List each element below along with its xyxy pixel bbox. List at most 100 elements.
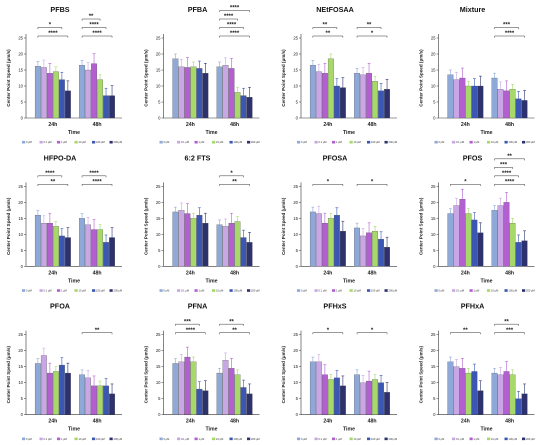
legend-label: 0 μM bbox=[26, 437, 32, 441]
y-tick-label: 25 bbox=[156, 36, 161, 41]
bar bbox=[190, 66, 197, 119]
y-tick-label: 20 bbox=[431, 200, 436, 205]
legend-label: 200 μM bbox=[526, 140, 535, 144]
bar bbox=[34, 363, 41, 415]
legend-swatch bbox=[74, 140, 78, 144]
x-axis-label: Time bbox=[343, 427, 355, 433]
y-tick-label: 10 bbox=[431, 84, 436, 89]
y-tick-label: 10 bbox=[293, 84, 298, 89]
legend-label: 1 μM bbox=[474, 437, 480, 441]
bar bbox=[246, 393, 253, 415]
y-axis-label: Center Point Speed (μm/s) bbox=[6, 197, 11, 255]
x-axis-label: Time bbox=[205, 130, 217, 136]
y-tick-label: 15 bbox=[18, 216, 23, 221]
y-tick-label: 0 bbox=[21, 264, 24, 269]
bar bbox=[515, 398, 522, 415]
legend-swatch bbox=[434, 437, 438, 441]
significance-label: ** bbox=[504, 319, 509, 325]
x-tick-label: 48h bbox=[368, 419, 377, 425]
legend-swatch bbox=[92, 289, 96, 292]
y-tick-label: 15 bbox=[18, 68, 23, 73]
y-tick-label: 15 bbox=[293, 364, 298, 369]
y-tick-label: 5 bbox=[158, 396, 161, 401]
legend-label: 0 μM bbox=[26, 289, 32, 293]
y-tick-label: 0 bbox=[296, 412, 299, 417]
legend-swatch bbox=[229, 289, 233, 292]
significance-label: **** bbox=[186, 328, 196, 334]
legend-swatch bbox=[384, 289, 388, 292]
legend-swatch bbox=[314, 437, 318, 441]
y-tick-label: 5 bbox=[433, 248, 436, 253]
bar bbox=[453, 366, 460, 415]
panel-title: HFPO-DA bbox=[44, 153, 77, 162]
legend-label: 100 μM bbox=[371, 289, 380, 293]
significance-label: * bbox=[371, 328, 374, 334]
y-axis-label: Center Point Speed (μm/s) bbox=[6, 345, 11, 403]
bar bbox=[360, 74, 366, 119]
bar bbox=[521, 100, 528, 119]
bar bbox=[491, 210, 498, 267]
legend-label: 0 μM bbox=[164, 140, 170, 144]
legend-swatch bbox=[522, 140, 526, 144]
legend-label: 0 μM bbox=[301, 289, 307, 293]
legend-swatch bbox=[504, 437, 508, 441]
legend-label: 0.1 μM bbox=[319, 437, 327, 441]
bar bbox=[64, 237, 71, 267]
panel-title: PFOS bbox=[463, 153, 483, 162]
legend-swatch bbox=[332, 437, 336, 441]
bar bbox=[459, 368, 466, 415]
bar bbox=[453, 79, 460, 119]
y-tick-label: 0 bbox=[158, 264, 161, 269]
y-axis-label: Center Point Speed (μm/s) bbox=[6, 49, 11, 107]
x-tick-label: 48h bbox=[230, 122, 239, 128]
legend-swatch bbox=[194, 140, 198, 144]
x-tick-label: 48h bbox=[505, 122, 514, 128]
legend-label: 100 μM bbox=[96, 437, 105, 441]
legend-swatch bbox=[332, 140, 336, 144]
y-tick-label: 5 bbox=[158, 248, 161, 253]
bar bbox=[46, 73, 53, 119]
x-tick-label: 48h bbox=[93, 122, 102, 128]
bar bbox=[222, 360, 229, 415]
legend-swatch bbox=[212, 289, 216, 292]
bar bbox=[315, 361, 322, 415]
x-tick-label: 24h bbox=[48, 419, 57, 425]
significance-label: * bbox=[49, 23, 52, 29]
legend-swatch bbox=[247, 437, 251, 441]
legend-label: 100 μM bbox=[234, 289, 243, 293]
bar bbox=[327, 58, 334, 119]
legend-swatch bbox=[384, 437, 388, 441]
bar bbox=[34, 66, 41, 119]
bar bbox=[378, 90, 384, 119]
y-tick-label: 0 bbox=[433, 412, 436, 417]
bar bbox=[246, 97, 253, 119]
legend-label: 200 μM bbox=[251, 140, 260, 144]
legend-swatch bbox=[469, 289, 473, 292]
legend-swatch bbox=[159, 289, 163, 292]
y-tick-label: 5 bbox=[296, 248, 299, 253]
bar bbox=[222, 65, 229, 119]
bar bbox=[321, 374, 328, 415]
y-tick-label: 15 bbox=[156, 216, 161, 221]
significance-label: **** bbox=[502, 171, 512, 177]
bar bbox=[360, 235, 366, 267]
bar bbox=[196, 68, 203, 119]
x-axis-label: Time bbox=[205, 427, 217, 433]
legend-label: 100 μM bbox=[96, 289, 105, 293]
significance-label: *** bbox=[500, 163, 508, 169]
y-tick-label: 20 bbox=[156, 348, 161, 353]
y-tick-label: 10 bbox=[18, 232, 23, 237]
legend-swatch bbox=[22, 437, 26, 441]
legend-label: 0.1 μM bbox=[456, 437, 464, 441]
x-axis-label: Time bbox=[68, 427, 80, 433]
y-tick-label: 25 bbox=[431, 184, 436, 189]
legend-swatch bbox=[487, 289, 491, 292]
x-tick-label: 24h bbox=[323, 270, 332, 276]
y-tick-label: 20 bbox=[431, 348, 436, 353]
legend-label: 10 μM bbox=[354, 437, 361, 441]
y-tick-label: 25 bbox=[18, 36, 23, 41]
legend-label: 200 μM bbox=[389, 289, 398, 293]
significance-label: ** bbox=[367, 23, 372, 29]
bar bbox=[503, 371, 510, 415]
x-tick-label: 48h bbox=[368, 122, 377, 128]
